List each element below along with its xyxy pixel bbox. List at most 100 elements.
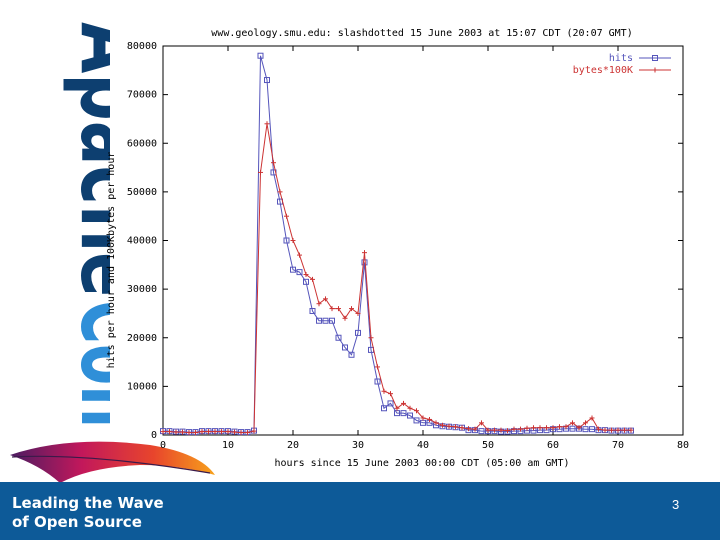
- bytes-point: [297, 252, 302, 258]
- y-tick-label: 20000: [127, 333, 157, 344]
- hits-point: [569, 425, 576, 432]
- hits-point: [257, 52, 264, 59]
- hits-point: [303, 278, 309, 285]
- bytes-point: [232, 429, 237, 435]
- y-tick-label: 40000: [127, 236, 157, 247]
- bytes-point: [225, 429, 231, 435]
- bytes-point: [251, 428, 257, 434]
- y-tick-label: 60000: [127, 138, 157, 149]
- legend-marker-1: [652, 67, 658, 73]
- y-tick-label: 0: [151, 430, 157, 441]
- hits-point: [381, 405, 387, 412]
- bytes-point: [336, 306, 341, 312]
- bytes-point: [180, 429, 185, 435]
- hits-point: [309, 308, 316, 315]
- bytes-point: [401, 400, 406, 406]
- bytes-point: [407, 405, 413, 411]
- x-tick-label: 80: [677, 440, 689, 451]
- hits-point: [361, 259, 368, 266]
- traffic-chart: 0 10 20 30 40 50 60 70 80 0 10000 20000 30000 40000 50…: [106, 28, 689, 469]
- bytes-point: [583, 420, 588, 426]
- bytes-point: [570, 420, 575, 426]
- bytes-point: [518, 426, 523, 432]
- plot-border: [162, 45, 684, 436]
- bytes-point: [349, 306, 354, 312]
- x-tick-label: 60: [547, 440, 559, 451]
- bytes-point: [277, 189, 283, 195]
- bytes-point: [290, 238, 296, 243]
- bytes-point: [414, 408, 419, 414]
- bytes-point: [609, 427, 614, 433]
- logo-con: Con: [61, 300, 110, 428]
- bytes-point: [167, 429, 172, 435]
- bytes-point: [258, 169, 263, 175]
- hits-point: [329, 317, 335, 324]
- bytes-point: [342, 315, 348, 321]
- y-axis-label: hits per hour and 100Kbytes per hour: [106, 152, 117, 369]
- x-tick-label: 20: [287, 440, 299, 451]
- axis-ticks: 0 10 20 30 40 50 60 70 80 0 10000 20000 30000 40000 50…: [127, 41, 689, 451]
- plot-frame: [162, 45, 684, 436]
- y-tick-label: 80000: [127, 41, 157, 52]
- series-group: [160, 52, 634, 436]
- footer-bar: [0, 482, 720, 540]
- hits-point: [387, 400, 394, 407]
- bytes-point: [388, 391, 393, 397]
- x-axis-label: hours since 15 June 2003 00:00 CDT (05:0…: [274, 458, 569, 469]
- bytes-point: [615, 427, 621, 433]
- apachecon-logo: Apache Con: [61, 22, 110, 428]
- bytes-point: [264, 121, 270, 127]
- bytes-point: [628, 427, 634, 433]
- bytes-point: [557, 424, 562, 430]
- bytes-point: [453, 424, 458, 430]
- bytes-point: [531, 425, 536, 431]
- bytes-point: [459, 425, 465, 431]
- hits-point: [316, 317, 322, 324]
- bytes-point: [563, 424, 569, 430]
- y-tick-label: 10000: [127, 381, 157, 392]
- x-tick-label: 50: [482, 440, 494, 451]
- bytes-point: [479, 420, 484, 426]
- feather-icon: [10, 441, 215, 483]
- tagline: Leading the Wave of Open Source: [12, 494, 164, 532]
- bytes-point: [550, 425, 556, 431]
- bytes-point: [173, 429, 179, 435]
- bytes-point: [472, 426, 478, 432]
- bytes-point: [602, 427, 608, 433]
- hits-point: [290, 266, 296, 273]
- legend-label-1: bytes*100K: [573, 65, 633, 76]
- bytes-point: [498, 427, 504, 433]
- x-tick-label: 0: [160, 440, 166, 451]
- bytes-point: [420, 415, 426, 421]
- bytes-point: [622, 427, 627, 433]
- bytes-point: [368, 335, 374, 341]
- bytes-point: [310, 276, 315, 282]
- x-tick-label: 40: [417, 440, 429, 451]
- bytes-point: [199, 429, 205, 435]
- tagline-line-2: of Open Source: [12, 513, 142, 531]
- bytes-point: [433, 420, 439, 426]
- hits-point: [478, 428, 485, 435]
- legend-marker-0: [652, 55, 658, 61]
- bytes-point: [193, 430, 198, 436]
- bytes-point: [362, 250, 367, 256]
- bytes-point: [492, 427, 497, 433]
- hits-point: [322, 317, 329, 324]
- x-tick-label: 70: [612, 440, 624, 451]
- bytes-point: [160, 429, 166, 435]
- hits-point: [335, 334, 342, 341]
- hits-point: [582, 426, 589, 433]
- bytes-point: [186, 430, 192, 436]
- bytes-point: [544, 425, 549, 431]
- bytes-point: [219, 429, 224, 435]
- hits-point: [355, 329, 361, 336]
- bytes-point: [375, 364, 380, 370]
- bytes-point: [323, 296, 328, 302]
- hits-point: [589, 426, 595, 433]
- bytes-point: [238, 430, 244, 436]
- bytes-point: [524, 425, 530, 431]
- series-line-0: [163, 55, 631, 433]
- y-tick-label: 70000: [127, 90, 157, 101]
- bytes-point: [355, 310, 361, 316]
